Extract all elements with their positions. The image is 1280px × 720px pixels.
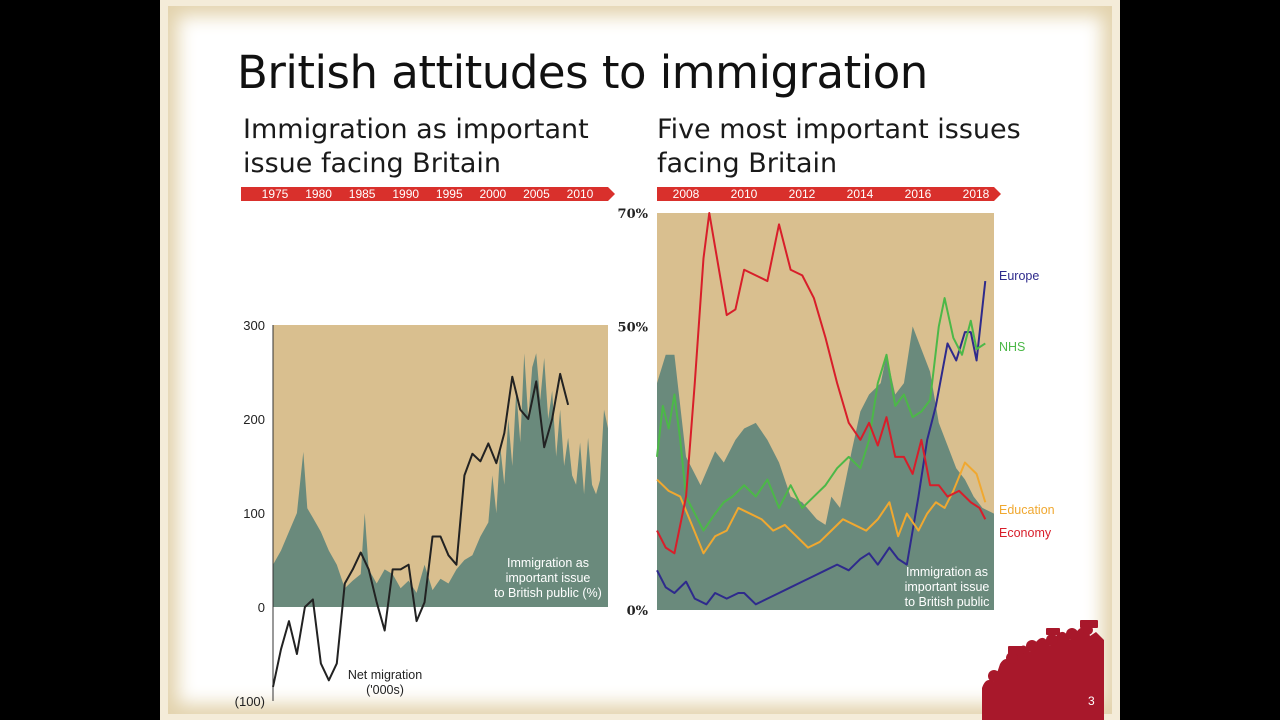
left-y-tick-label: 200 <box>243 412 265 427</box>
right-timeline-banner-label-2014: 2014 <box>847 187 874 201</box>
page-number: 3 <box>1088 694 1095 708</box>
left-timeline-banner-label-1980: 1980 <box>305 187 332 201</box>
left-timeline-banner <box>241 187 615 201</box>
left-area-annotation-line-2: important issue <box>506 571 591 585</box>
crowd-head <box>1066 628 1078 640</box>
right-y-tick-label: 70% <box>618 207 649 222</box>
left-y-tick-label: (100) <box>235 694 265 709</box>
right-y-tick-label: 50% <box>618 320 649 335</box>
legend-europe: Europe <box>999 269 1039 283</box>
legend-economy: Economy <box>999 526 1052 540</box>
net-migration-line <box>272 372 570 688</box>
nhs-line <box>656 297 986 532</box>
crowd-shape <box>982 627 1104 720</box>
left-chart-title: Immigration as important issue facing Br… <box>243 114 589 179</box>
crowd-head <box>1046 634 1058 646</box>
right-timeline-banner-label-2010: 2010 <box>731 187 758 201</box>
left-timeline-banner-label-1985: 1985 <box>349 187 376 201</box>
net-migration-annotation-line-2: ('000s) <box>366 683 404 697</box>
left-timeline-banner-label-1990: 1990 <box>392 187 419 201</box>
right-timeline-banner-label-2018: 2018 <box>963 187 990 201</box>
right-immigration-area <box>657 326 994 610</box>
crowd-placard <box>1008 646 1024 654</box>
right-chart-title: Five most important issues facing Britai… <box>657 114 1021 179</box>
slide: British attitudes to immigration Immigra… <box>160 0 1120 720</box>
crowd-head <box>1026 640 1038 652</box>
left-y-tick-label: 100 <box>243 506 265 521</box>
right-timeline-banner-label-2016: 2016 <box>905 187 932 201</box>
left-y-tick-label: 0 <box>258 600 265 615</box>
education-line <box>656 461 987 555</box>
left-y-tick-label: 300 <box>243 318 265 333</box>
europe-line <box>656 280 987 606</box>
crowd-head <box>1006 652 1018 664</box>
left-area-annotation-line-3: to British public (%) <box>494 586 602 600</box>
left-timeline-banner-label-2005: 2005 <box>523 187 550 201</box>
slide-title: British attitudes to immigration <box>237 46 928 99</box>
right-timeline-banner <box>657 187 1001 201</box>
left-timeline-banner-label-1975: 1975 <box>262 187 289 201</box>
left-timeline-banner-label-2000: 2000 <box>480 187 507 201</box>
right-area-annotation-line-1: Immigration as <box>906 565 988 579</box>
right-area-annotation-line-3: to British public <box>905 595 990 609</box>
left-area-annotation-line-1: Immigration as <box>507 556 589 570</box>
left-timeline-banner-label-1995: 1995 <box>436 187 463 201</box>
net-migration-annotation-line-1: Net migration <box>348 668 422 682</box>
legend-nhs: NHS <box>999 340 1025 354</box>
right-area-annotation-line-2: important issue <box>905 580 990 594</box>
left-immigration-area <box>273 353 608 607</box>
right-y-tick-label: 0% <box>627 604 649 619</box>
legend-education: Education <box>999 503 1055 517</box>
charts-canvas: 300 200 100 0 (100) 1975 1980 1985 1990 1995 2000 2… <box>235 187 1104 720</box>
crowd-placard <box>1080 620 1098 628</box>
economy-line <box>656 212 987 555</box>
right-timeline-banner-label-2008: 2008 <box>673 187 700 201</box>
crowd-placard <box>1046 628 1060 635</box>
crowd-head <box>988 670 1000 682</box>
right-timeline-banner-label-2012: 2012 <box>789 187 816 201</box>
crowd-silhouette-logo <box>982 620 1104 720</box>
left-timeline-banner-label-2010: 2010 <box>567 187 594 201</box>
